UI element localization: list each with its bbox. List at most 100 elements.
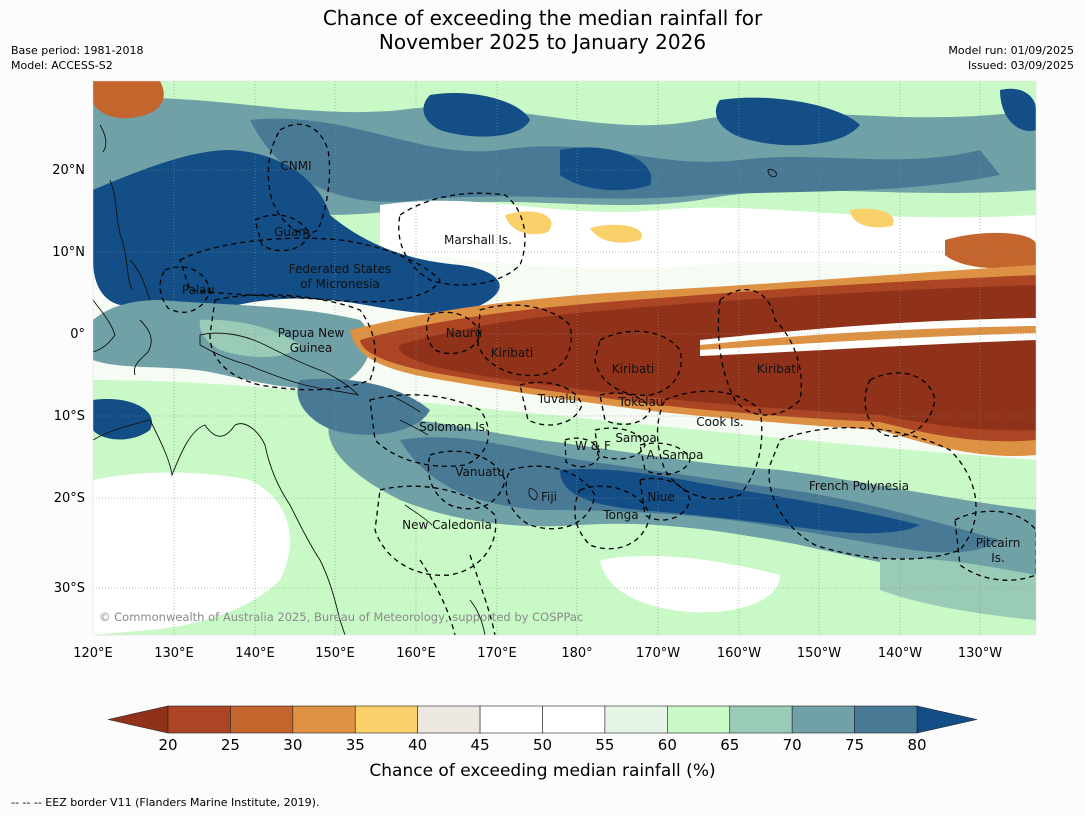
eez-vanuatu	[427, 450, 506, 510]
colorbar-label: Chance of exceeding median rainfall (%)	[369, 761, 716, 781]
field-deep-blue-n2	[715, 97, 860, 146]
region-label: Is.	[991, 551, 1005, 565]
issued-date: Issued: 03/09/2025	[967, 59, 1074, 72]
lon-tick: 140°E	[235, 646, 275, 661]
eez-kiribati-phoenix	[594, 330, 682, 396]
lon-tick-labels: 120°E 130°E 140°E 150°E 160°E 170°E 180°…	[73, 646, 1002, 661]
coast-new-caledonia	[404, 504, 433, 526]
copyright-notice: © Commonwealth of Australia 2025, Bureau…	[99, 610, 583, 624]
coast-new-guinea	[199, 332, 360, 396]
coast-australia	[93, 419, 346, 635]
region-label: Fiji	[541, 490, 557, 504]
colorbar-tick: 65	[720, 736, 739, 754]
eez-french-polynesia	[768, 427, 977, 560]
eez-marshall	[398, 192, 526, 286]
region-label: of Micronesia	[300, 277, 380, 291]
eez-line-islands-east	[864, 372, 936, 437]
lon-tick: 180°	[561, 646, 592, 661]
colorbar-swatch	[667, 705, 731, 734]
region-label: Federated States	[289, 262, 391, 276]
colorbar-swatch	[729, 705, 793, 734]
region-label: Cook Is.	[696, 415, 743, 429]
lat-tick: 30°S	[54, 581, 85, 596]
eez-cnmi	[267, 123, 331, 234]
colorbar-swatch	[230, 705, 294, 734]
eez-palau	[159, 266, 211, 313]
region-label: Tokelau	[618, 395, 664, 409]
eez-niue	[639, 477, 691, 521]
coast-philippines	[109, 179, 151, 301]
lat-tick: 20°S	[54, 491, 85, 506]
colorbar-tick: 45	[471, 736, 490, 754]
field-orange-spot-1	[505, 211, 552, 235]
colorbar-tick: 30	[283, 736, 302, 754]
field-deep-blue-n3	[560, 147, 652, 191]
colorbar-swatch	[854, 705, 918, 734]
eez-south-extension	[419, 554, 496, 635]
colorbar-over-arrow	[916, 705, 978, 734]
coast-taiwan	[99, 124, 107, 153]
eez-solomon	[369, 394, 489, 467]
coast-borneo	[93, 299, 116, 353]
eez-fsm	[179, 237, 441, 303]
lat-tick: 0°	[70, 327, 85, 342]
field-deep-blue-sw	[93, 399, 152, 440]
lon-tick: 150°E	[315, 646, 355, 661]
eez-american-samoa	[639, 442, 691, 475]
eez-tonga	[574, 485, 651, 550]
colorbar: 20 25 30 35 40 45 50 55 60 65 70 75 80	[107, 705, 978, 754]
field-blue-solomon	[297, 378, 430, 435]
region-label: Guinea	[290, 341, 333, 355]
region-label: French Polynesia	[809, 479, 909, 493]
region-label: Papua New	[278, 326, 345, 340]
eez-cook	[656, 390, 763, 500]
eez-new-caledonia	[374, 485, 497, 576]
colorbar-tick: 20	[158, 736, 177, 754]
lat-tick: 10°N	[52, 245, 85, 260]
field-ncz-orange	[700, 326, 1036, 350]
field-deep-blue-n4	[1000, 88, 1036, 131]
base-period: Base period: 1981-2018	[11, 44, 144, 57]
coast-fiji	[528, 487, 538, 501]
eez-nauru	[426, 311, 481, 355]
model-run: Model run: 01/09/2025	[948, 44, 1074, 57]
colorbar-swatch	[604, 705, 668, 734]
coastlines	[93, 124, 777, 635]
lat-tick-labels: 20°N 10°N 0° 10°S 20°S 30°S	[52, 163, 85, 596]
rainfall-field	[93, 81, 1036, 635]
field-orange-spot-2	[590, 224, 642, 243]
lon-tick: 140°W	[878, 646, 922, 661]
region-label: Pitcairn	[976, 536, 1021, 550]
region-label: Kiribati	[491, 346, 533, 360]
lat-tick: 20°N	[52, 163, 85, 178]
lon-tick: 150°W	[797, 646, 841, 661]
region-label: Tuvalu	[537, 392, 577, 406]
colorbar-tick: 55	[595, 736, 614, 754]
field-deep-blue-west	[93, 150, 500, 316]
eez-wallis-futuna	[564, 437, 601, 468]
lon-tick: 170°W	[636, 646, 680, 661]
colorbar-tick: 50	[533, 736, 552, 754]
map-plot-area: CNMI Guam Marshall Is. Federated States …	[93, 81, 1036, 635]
lat-tick: 10°S	[54, 409, 85, 424]
map-frame	[92, 80, 1037, 636]
colorbar-swatch	[791, 705, 855, 734]
lon-tick: 130°W	[958, 646, 1002, 661]
field-teal-far-south	[880, 558, 1036, 620]
graticule	[93, 81, 1036, 635]
coast-new-zealand	[469, 599, 486, 635]
region-label: Samoa	[615, 431, 656, 445]
coast-sulawesi	[133, 319, 152, 376]
colorbar-tick: 60	[658, 736, 677, 754]
eez-png	[209, 294, 376, 391]
field-red-spot-ne	[945, 232, 1036, 269]
region-label: Palau	[182, 283, 214, 297]
colorbar-swatch	[354, 705, 418, 734]
region-label: Marshall Is.	[444, 233, 512, 247]
region-label: CNMI	[280, 159, 311, 173]
model-name: Model: ACCESS-S2	[11, 59, 113, 72]
colorbar-tick: 70	[783, 736, 802, 754]
field-darkred-equatorial	[399, 285, 1036, 431]
colorbar-tick: 80	[907, 736, 926, 754]
